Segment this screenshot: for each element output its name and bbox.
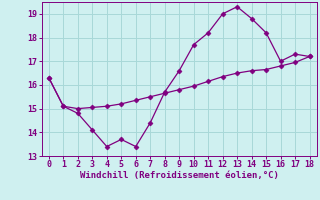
X-axis label: Windchill (Refroidissement éolien,°C): Windchill (Refroidissement éolien,°C) <box>80 171 279 180</box>
